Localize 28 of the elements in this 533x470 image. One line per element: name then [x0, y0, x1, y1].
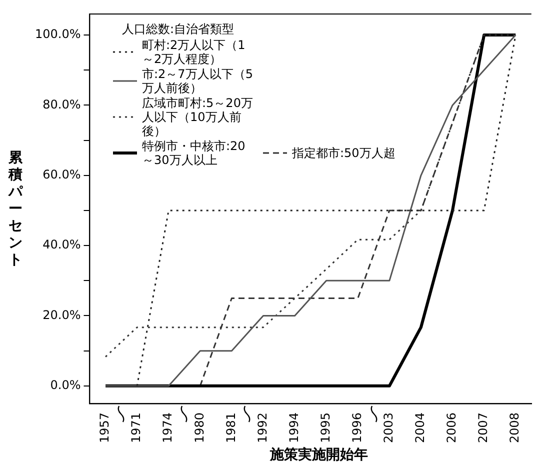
x-tick-label: 1981 — [224, 412, 238, 444]
legend-title: 人口総数:自治省類型 — [122, 22, 236, 36]
x-tick-label: 1971 — [129, 412, 144, 444]
y-tick-label: 40.0% — [42, 238, 81, 252]
x-axis-title: 施策実施開始年 — [268, 446, 369, 464]
legend-label: 町村:2万人以下（1～2万人程度） — [142, 38, 246, 66]
y-axis-title: 累積パーセント — [8, 150, 23, 269]
legend-label: 市:2～7万人以下（5万人前後） — [142, 67, 254, 95]
x-tick-label: 1974 — [160, 412, 175, 444]
y-tick-label: 20.0% — [42, 308, 81, 322]
legend-label: 指定都市:50万人超 — [292, 146, 396, 160]
x-tick-label: 2008 — [508, 412, 522, 444]
x-tick-label: 2006 — [444, 412, 459, 444]
x-tick-label: 2007 — [476, 412, 490, 444]
y-tick-label: 60.0% — [42, 168, 81, 182]
x-tick-label: 1992 — [255, 412, 270, 444]
y-tick-label: 0.0% — [50, 378, 81, 392]
x-tick-label: 2004 — [413, 412, 428, 444]
x-tick-label: 1996 — [350, 412, 364, 444]
y-tick-label: 100.0% — [34, 27, 81, 42]
legend-label: 広域市町村:5～20万人以下（10万人前後） — [142, 96, 254, 138]
x-tick-label: 1995 — [318, 412, 332, 444]
x-tick-label: 1994 — [286, 412, 301, 444]
x-tick-label: 2003 — [382, 412, 396, 444]
x-tick-label: 1980 — [192, 412, 206, 444]
legend-label: 特例市・中核市:20～30万人以上 — [142, 139, 246, 167]
y-tick-label: 80.0% — [42, 97, 81, 112]
x-tick-label: 1957 — [98, 412, 112, 444]
